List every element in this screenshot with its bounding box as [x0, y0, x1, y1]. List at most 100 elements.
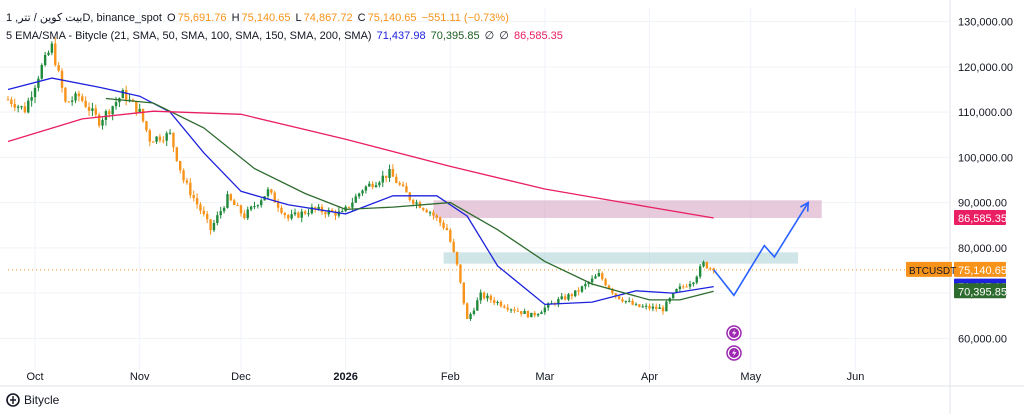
price-axis[interactable]: 60,000.0070,000.0080,000.0090,000.00100,… [906, 0, 1013, 414]
candle-body [74, 93, 77, 101]
candle-body [682, 286, 685, 288]
candle-body [590, 278, 594, 283]
candle-body [597, 273, 601, 277]
candle-body [307, 213, 310, 215]
candle-body [621, 299, 624, 302]
candle-body [216, 215, 219, 223]
candle-body [661, 307, 665, 312]
indicator-legend[interactable]: 5 EMA/SMA - Bitycle (21, SMA, 50, SMA, 1… [6, 29, 565, 42]
candle-body [64, 87, 67, 102]
event-icons-layer[interactable] [726, 325, 742, 361]
200-sma-line [7, 110, 714, 219]
candle-body [476, 300, 479, 311]
candle-body [391, 169, 395, 177]
candle-body [675, 288, 678, 293]
candle-body [158, 136, 162, 141]
candle-body [84, 100, 87, 108]
candle-body [516, 310, 520, 312]
candle-body [145, 121, 148, 131]
candle-body [87, 107, 91, 111]
candle-body [189, 182, 192, 196]
candle-body [293, 212, 297, 215]
candle-body [297, 212, 300, 218]
indicator-name[interactable]: 5 EMA/SMA - Bitycle (21, SMA, 50, SMA, 1… [6, 30, 372, 42]
candle-body [472, 310, 476, 315]
candle-body [688, 284, 692, 287]
candle-body [411, 200, 415, 204]
candle-body [374, 185, 378, 188]
candle-body [651, 306, 655, 309]
ma100-value: ∅ [484, 30, 495, 42]
candles-layer [6, 37, 715, 321]
candle-body [425, 209, 428, 213]
candle-body [104, 111, 108, 120]
candle-body [16, 106, 20, 108]
brand-footer[interactable]: Bitycle [6, 393, 59, 407]
brand-name: Bitycle [24, 393, 60, 407]
candle-body [94, 108, 97, 115]
candle-body [280, 207, 283, 213]
candle-body [314, 207, 317, 210]
candle-body [452, 241, 455, 252]
event-icon-2[interactable] [726, 345, 742, 361]
price-change: −551.11 (−0.73%) [421, 12, 509, 24]
candle-body [273, 192, 276, 203]
candle-body [526, 311, 530, 318]
candle-body [547, 303, 550, 308]
price-tick-label: 80,000.00 [958, 243, 1007, 255]
symbol-name[interactable]: بيت كوين / تتر, 1D, binance_spot [6, 12, 162, 24]
candle-body [70, 100, 74, 102]
resistance-zone [433, 200, 822, 219]
candle-body [631, 300, 634, 305]
candle-body [162, 140, 165, 142]
candle-body [698, 266, 702, 277]
candle-body [530, 312, 533, 318]
candle-body [641, 306, 644, 308]
candle-body [644, 305, 648, 307]
candle-body [496, 301, 499, 303]
candle-body [47, 52, 50, 55]
candle-body [226, 194, 229, 208]
candle-body [361, 190, 364, 194]
candle-body [111, 106, 114, 115]
price-label-text: 70,395.85 [958, 286, 1007, 298]
candle-body [351, 202, 354, 208]
time-tick-label: Feb [441, 371, 460, 383]
price-tick-label: 90,000.00 [958, 198, 1007, 210]
ma21-value: 71,437.98 [376, 30, 426, 42]
ohlc-low-value: 74,867.72 [303, 12, 353, 24]
candle-body [347, 206, 351, 208]
candle-body [354, 196, 357, 203]
candle-body [178, 160, 182, 171]
price-label-box [954, 261, 1006, 277]
candle-body [563, 296, 567, 300]
candle-body [300, 211, 303, 218]
candle-body [628, 300, 631, 302]
candle-body [459, 264, 462, 283]
candle-body [607, 285, 611, 289]
candle-body [209, 219, 212, 231]
price-tick-label: 110,000.00 [958, 107, 1012, 119]
ohlc-open-value: 75,691.76 [177, 12, 227, 24]
ma50-value: 70,395.85 [430, 30, 480, 42]
time-axis[interactable]: Oct Nov Dec 2026 Feb Mar Apr May Jun [0, 371, 1024, 387]
time-tick-label: Apr [641, 371, 658, 383]
price-tick-label: 60,000.00 [958, 333, 1007, 345]
symbol-legend[interactable]: بيت كوين / تتر, 1D, binance_spot O 75,691… [6, 11, 511, 24]
candle-body [249, 206, 253, 210]
candle-body [428, 212, 432, 214]
event-icon-1[interactable] [726, 325, 742, 341]
candle-body [638, 304, 641, 308]
candle-body [432, 212, 435, 216]
candle-body [260, 200, 263, 206]
symbol-tag-box [906, 261, 952, 277]
candle-body [513, 309, 516, 311]
candle-body [506, 307, 509, 310]
candle-body [20, 106, 23, 108]
projection-path [713, 202, 809, 297]
candle-body [57, 65, 60, 71]
candle-body [239, 205, 243, 214]
candle-body [503, 306, 506, 308]
